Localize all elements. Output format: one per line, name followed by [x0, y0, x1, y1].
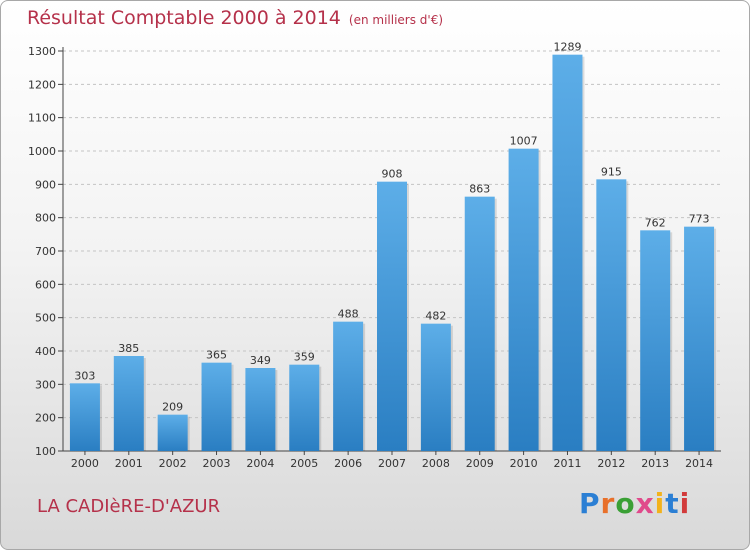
- chart-unit: (en milliers d'€): [348, 13, 444, 27]
- bar-value-label: 1289: [553, 41, 581, 54]
- chart-title: Résultat Comptable 2000 à 2014 (en millie…: [27, 7, 443, 29]
- logo-letter: t: [665, 487, 680, 520]
- y-tick-label: 900: [35, 178, 56, 191]
- y-tick-label: 800: [35, 212, 56, 225]
- y-tick-label: 1200: [28, 78, 56, 91]
- bar-2005: [289, 364, 320, 451]
- bar-value-label: 365: [206, 349, 227, 362]
- x-tick-label: 2013: [641, 457, 669, 470]
- y-tick-label: 500: [35, 312, 56, 325]
- bar-value-label: 915: [601, 165, 622, 178]
- proxiti-logo: Proxiti: [579, 487, 690, 520]
- location-label: LA CADIèRE-D'AZUR: [37, 496, 221, 517]
- logo-letter: x: [635, 487, 655, 520]
- bar-value-label: 482: [425, 310, 446, 323]
- bar-2011: [552, 54, 583, 452]
- bar-2004: [245, 368, 276, 451]
- bar-value-label: 385: [118, 342, 139, 355]
- x-tick-label: 2001: [115, 457, 143, 470]
- bar-value-label: 359: [294, 351, 315, 364]
- x-tick-label: 2010: [510, 457, 538, 470]
- x-tick-label: 2012: [597, 457, 625, 470]
- x-tick-label: 2011: [553, 457, 581, 470]
- x-tick-label: 2007: [378, 457, 406, 470]
- bar-2008: [420, 323, 451, 451]
- bar-value-label: 488: [338, 308, 359, 321]
- x-tick-label: 2004: [246, 457, 274, 470]
- y-tick-label: 600: [35, 278, 56, 291]
- x-tick-label: 2005: [290, 457, 318, 470]
- bar-2009: [464, 196, 495, 451]
- logo-letter: r: [600, 487, 616, 520]
- bar-value-label: 762: [645, 216, 666, 229]
- bar-value-label: 303: [74, 369, 95, 382]
- bar-value-label: 863: [469, 183, 490, 196]
- x-tick-label: 2002: [159, 457, 187, 470]
- y-tick-label: 1000: [28, 145, 56, 158]
- bar-2000: [69, 383, 100, 451]
- bar-2003: [201, 362, 232, 451]
- bar-2002: [157, 414, 188, 451]
- logo-letter: i: [679, 487, 691, 520]
- x-tick-label: 2006: [334, 457, 362, 470]
- y-tick-label: 400: [35, 345, 56, 358]
- axes: 100 200 300 400 500 600 700 800 900 1000 1100 1200 1…: [28, 45, 721, 470]
- x-tick-label: 2003: [203, 457, 231, 470]
- chart-title-text: Résultat Comptable 2000 à 2014: [27, 7, 341, 29]
- bar-2006: [333, 321, 364, 451]
- y-tick-label: 100: [35, 445, 56, 458]
- x-tick-label: 2000: [71, 457, 99, 470]
- bar-value-label: 773: [689, 213, 710, 226]
- bar-value-label: 209: [162, 401, 183, 414]
- bar-2012: [596, 179, 627, 452]
- bar-2010: [508, 148, 539, 451]
- bar-2007: [377, 181, 407, 451]
- y-tick-label: 300: [35, 378, 56, 391]
- bar-value-label: 908: [382, 168, 403, 181]
- bar-2013: [640, 230, 671, 451]
- bar-value-label: 1007: [510, 135, 538, 148]
- bar-value-label: 349: [250, 354, 271, 367]
- y-tick-label: 1100: [28, 112, 56, 125]
- x-tick-label: 2009: [466, 457, 494, 470]
- y-tick-label: 700: [35, 245, 56, 258]
- bar-2014: [684, 226, 715, 451]
- logo-letter: P: [579, 487, 601, 520]
- y-tick-label: 1300: [28, 45, 56, 58]
- bars: 303 385 209 365 349 359 488 908 482 863 1007 1289 91…: [69, 41, 717, 452]
- y-tick-label: 200: [35, 412, 56, 425]
- bar-2001: [113, 356, 144, 451]
- x-tick-label: 2014: [685, 457, 713, 470]
- logo-letter: o: [615, 487, 636, 520]
- x-tick-label: 2008: [422, 457, 450, 470]
- logo-letter: i: [654, 487, 666, 520]
